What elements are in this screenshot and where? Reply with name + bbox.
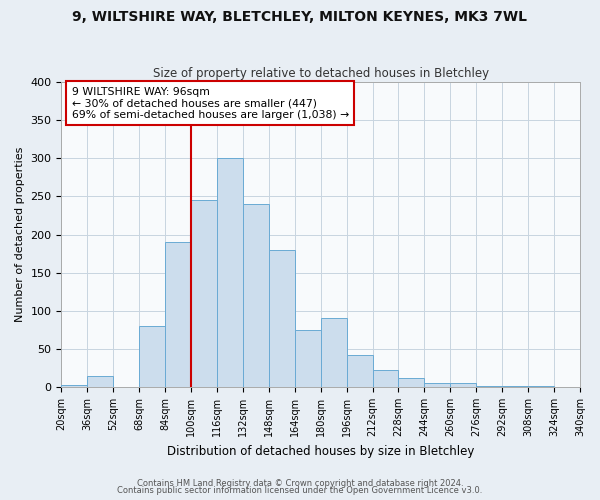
Bar [243, 204, 269, 387]
Bar [502, 386, 528, 387]
Bar [424, 384, 451, 387]
Y-axis label: Number of detached properties: Number of detached properties [15, 147, 25, 322]
Bar [476, 386, 502, 387]
Bar [217, 158, 243, 387]
Bar [321, 318, 347, 387]
Bar [191, 200, 217, 387]
Title: Size of property relative to detached houses in Bletchley: Size of property relative to detached ho… [152, 66, 489, 80]
Bar [373, 370, 398, 387]
Text: 9 WILTSHIRE WAY: 96sqm
← 30% of detached houses are smaller (447)
69% of semi-de: 9 WILTSHIRE WAY: 96sqm ← 30% of detached… [72, 86, 349, 120]
Bar [88, 376, 113, 387]
Bar [61, 385, 88, 387]
Bar [580, 386, 600, 387]
Bar [165, 242, 191, 387]
Text: 9, WILTSHIRE WAY, BLETCHLEY, MILTON KEYNES, MK3 7WL: 9, WILTSHIRE WAY, BLETCHLEY, MILTON KEYN… [73, 10, 527, 24]
Text: Contains public sector information licensed under the Open Government Licence v3: Contains public sector information licen… [118, 486, 482, 495]
Bar [139, 326, 165, 387]
Bar [269, 250, 295, 387]
X-axis label: Distribution of detached houses by size in Bletchley: Distribution of detached houses by size … [167, 444, 475, 458]
Bar [528, 386, 554, 387]
Text: Contains HM Land Registry data © Crown copyright and database right 2024.: Contains HM Land Registry data © Crown c… [137, 478, 463, 488]
Bar [295, 330, 321, 387]
Bar [398, 378, 424, 387]
Bar [451, 384, 476, 387]
Bar [347, 355, 373, 387]
